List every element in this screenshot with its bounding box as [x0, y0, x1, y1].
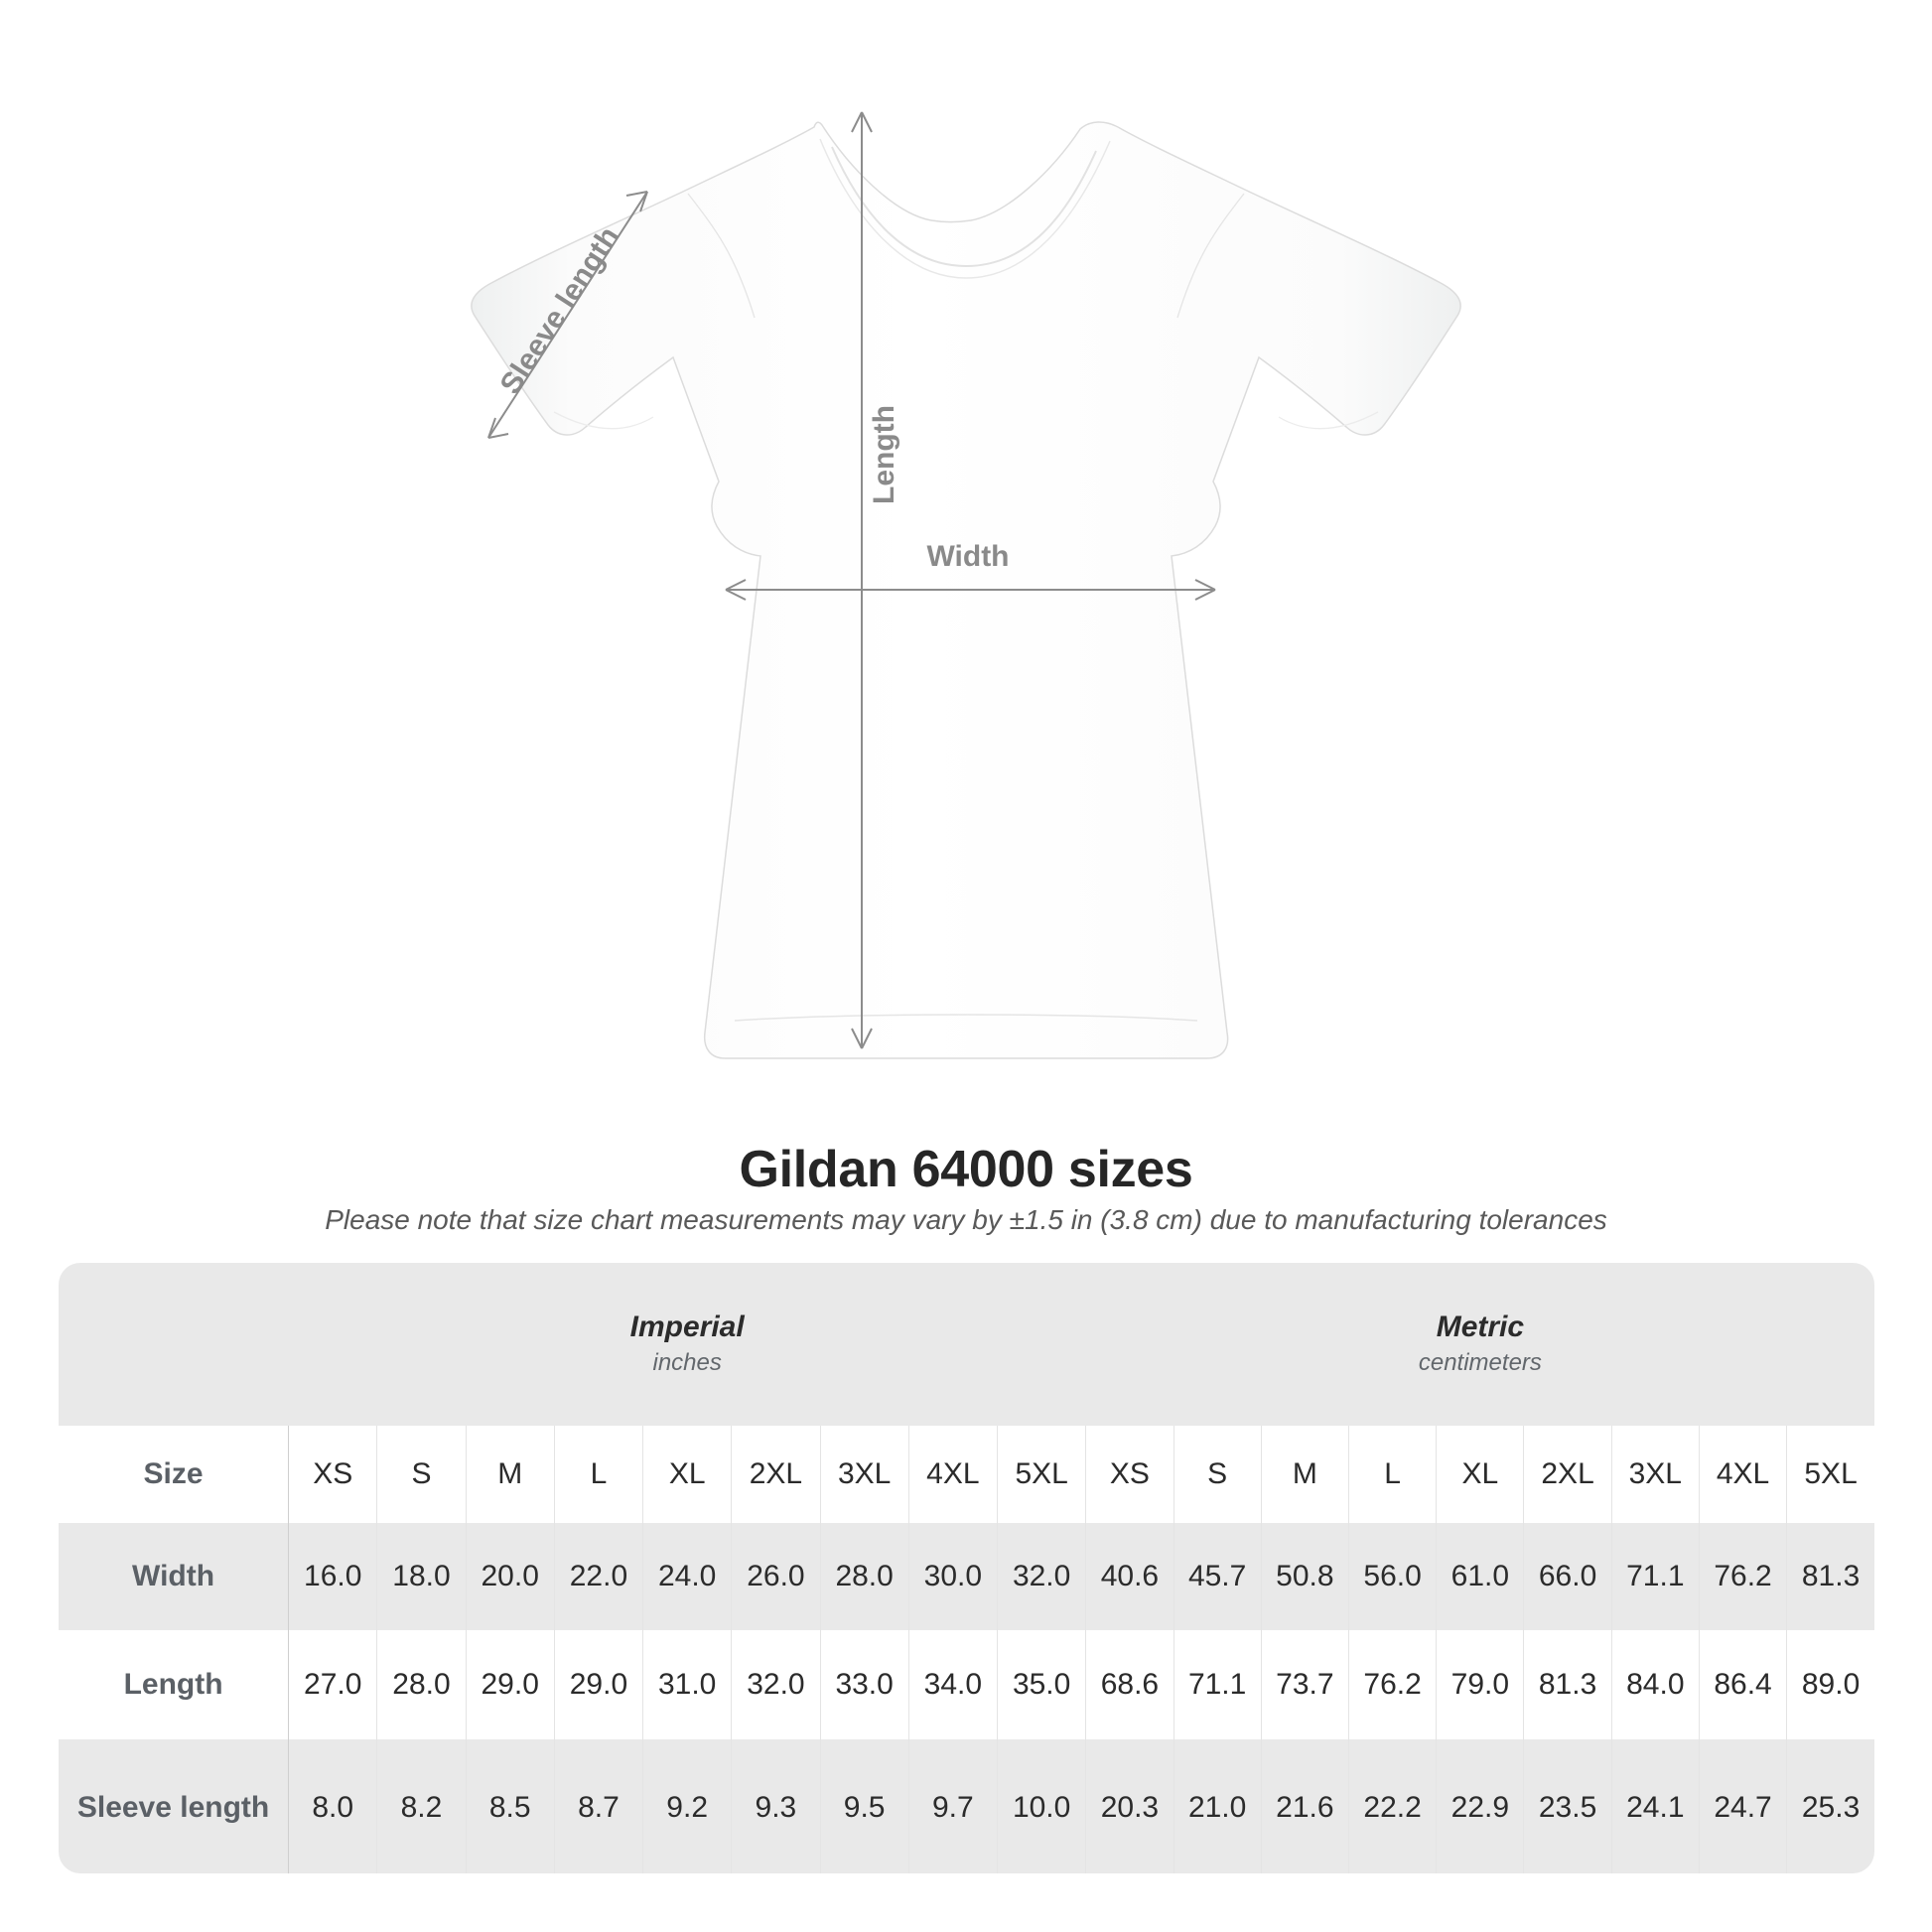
svg-text:Length: Length	[868, 405, 900, 504]
svg-text:Width: Width	[926, 540, 1009, 573]
